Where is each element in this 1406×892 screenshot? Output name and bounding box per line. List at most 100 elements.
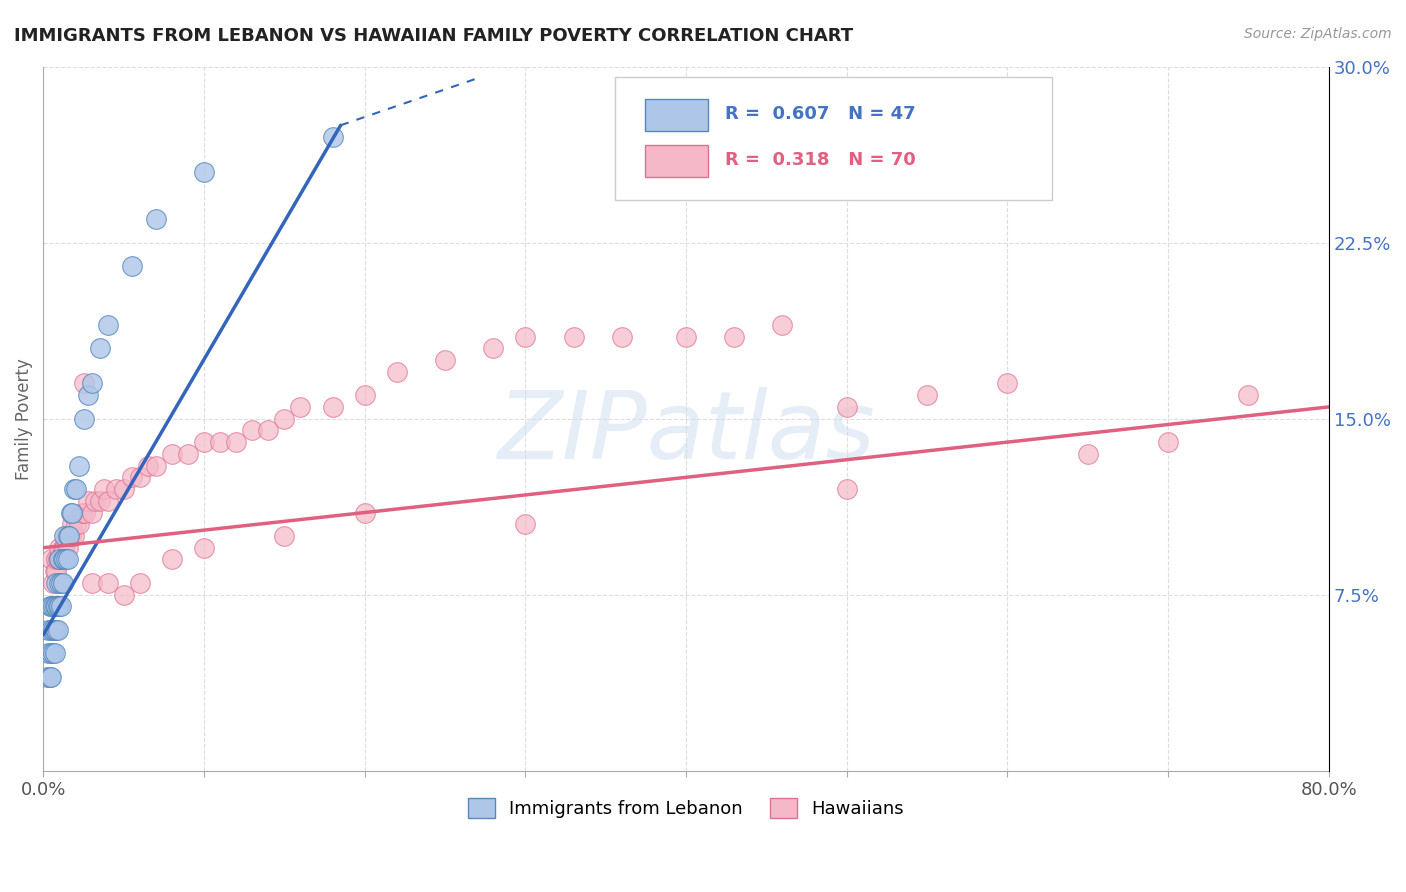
Point [121, 470, 143, 484]
Point [38, 670, 60, 684]
Point [121, 259, 143, 273]
Point [52, 552, 75, 566]
Point [434, 353, 457, 368]
Point [515, 329, 537, 343]
Point [56, 552, 79, 566]
Point [46, 552, 69, 566]
Text: R =  0.607   N = 47: R = 0.607 N = 47 [724, 105, 915, 123]
Point [80, 376, 103, 391]
Point [104, 482, 127, 496]
Point [240, 423, 263, 437]
Text: ZIPatlas: ZIPatlas [498, 387, 875, 478]
Point [193, 165, 215, 179]
Point [45, 576, 67, 591]
Point [89, 493, 111, 508]
Point [72, 411, 94, 425]
Point [482, 341, 505, 355]
Point [322, 400, 344, 414]
Point [46, 599, 69, 614]
Point [48, 599, 70, 614]
Point [177, 447, 200, 461]
Point [193, 435, 215, 450]
Point [136, 458, 159, 473]
Point [112, 482, 135, 496]
Point [562, 329, 585, 343]
Point [77, 493, 100, 508]
Point [41, 552, 63, 566]
Point [45, 599, 67, 614]
Point [72, 376, 94, 391]
Point [515, 517, 537, 532]
Point [52, 541, 75, 555]
Point [112, 588, 135, 602]
Point [225, 435, 247, 450]
Point [835, 482, 858, 496]
Point [77, 388, 100, 402]
Point [42, 576, 65, 591]
FancyBboxPatch shape [645, 145, 709, 178]
Point [44, 646, 66, 660]
Text: Source: ZipAtlas.com: Source: ZipAtlas.com [1244, 27, 1392, 41]
Point [209, 435, 232, 450]
Point [60, 506, 83, 520]
Point [257, 423, 280, 437]
Point [42, 623, 65, 637]
Point [44, 623, 66, 637]
Point [42, 599, 65, 614]
Point [65, 517, 87, 532]
Point [160, 552, 183, 566]
Point [38, 599, 60, 614]
Point [49, 552, 72, 566]
Point [67, 458, 90, 473]
Point [56, 541, 79, 555]
Text: IMMIGRANTS FROM LEBANON VS HAWAIIAN FAMILY POVERTY CORRELATION CHART: IMMIGRANTS FROM LEBANON VS HAWAIIAN FAMI… [14, 27, 853, 45]
Point [48, 552, 70, 566]
FancyBboxPatch shape [645, 99, 709, 131]
Point [53, 541, 76, 555]
Point [160, 447, 183, 461]
Legend: Immigrants from Lebanon, Hawaiians: Immigrants from Lebanon, Hawaiians [461, 790, 911, 825]
Point [128, 576, 150, 591]
Point [675, 329, 697, 343]
Point [1237, 388, 1260, 402]
FancyBboxPatch shape [616, 78, 1053, 201]
Point [63, 529, 86, 543]
Point [385, 365, 408, 379]
Point [48, 541, 70, 555]
Point [353, 388, 375, 402]
Point [65, 482, 87, 496]
Point [610, 329, 633, 343]
Point [41, 599, 63, 614]
Point [97, 318, 120, 332]
Point [80, 506, 103, 520]
Point [60, 517, 83, 532]
Point [93, 482, 115, 496]
Point [45, 552, 67, 566]
Point [56, 529, 79, 543]
Point [97, 493, 120, 508]
Text: R =  0.318   N = 70: R = 0.318 N = 70 [724, 152, 915, 169]
Point [48, 576, 70, 591]
Point [58, 529, 80, 543]
Point [273, 411, 295, 425]
Point [41, 646, 63, 660]
Point [59, 529, 82, 543]
Point [723, 329, 745, 343]
Point [772, 318, 794, 332]
Point [44, 564, 66, 578]
Point [273, 529, 295, 543]
Point [41, 623, 63, 637]
Point [353, 506, 375, 520]
Point [37, 646, 59, 660]
Point [42, 646, 65, 660]
Point [97, 576, 120, 591]
Point [145, 458, 167, 473]
Point [41, 670, 63, 684]
Point [322, 130, 344, 145]
Point [55, 529, 77, 543]
Point [55, 552, 77, 566]
Point [145, 212, 167, 227]
Point [835, 400, 858, 414]
Point [52, 576, 75, 591]
Point [193, 541, 215, 555]
